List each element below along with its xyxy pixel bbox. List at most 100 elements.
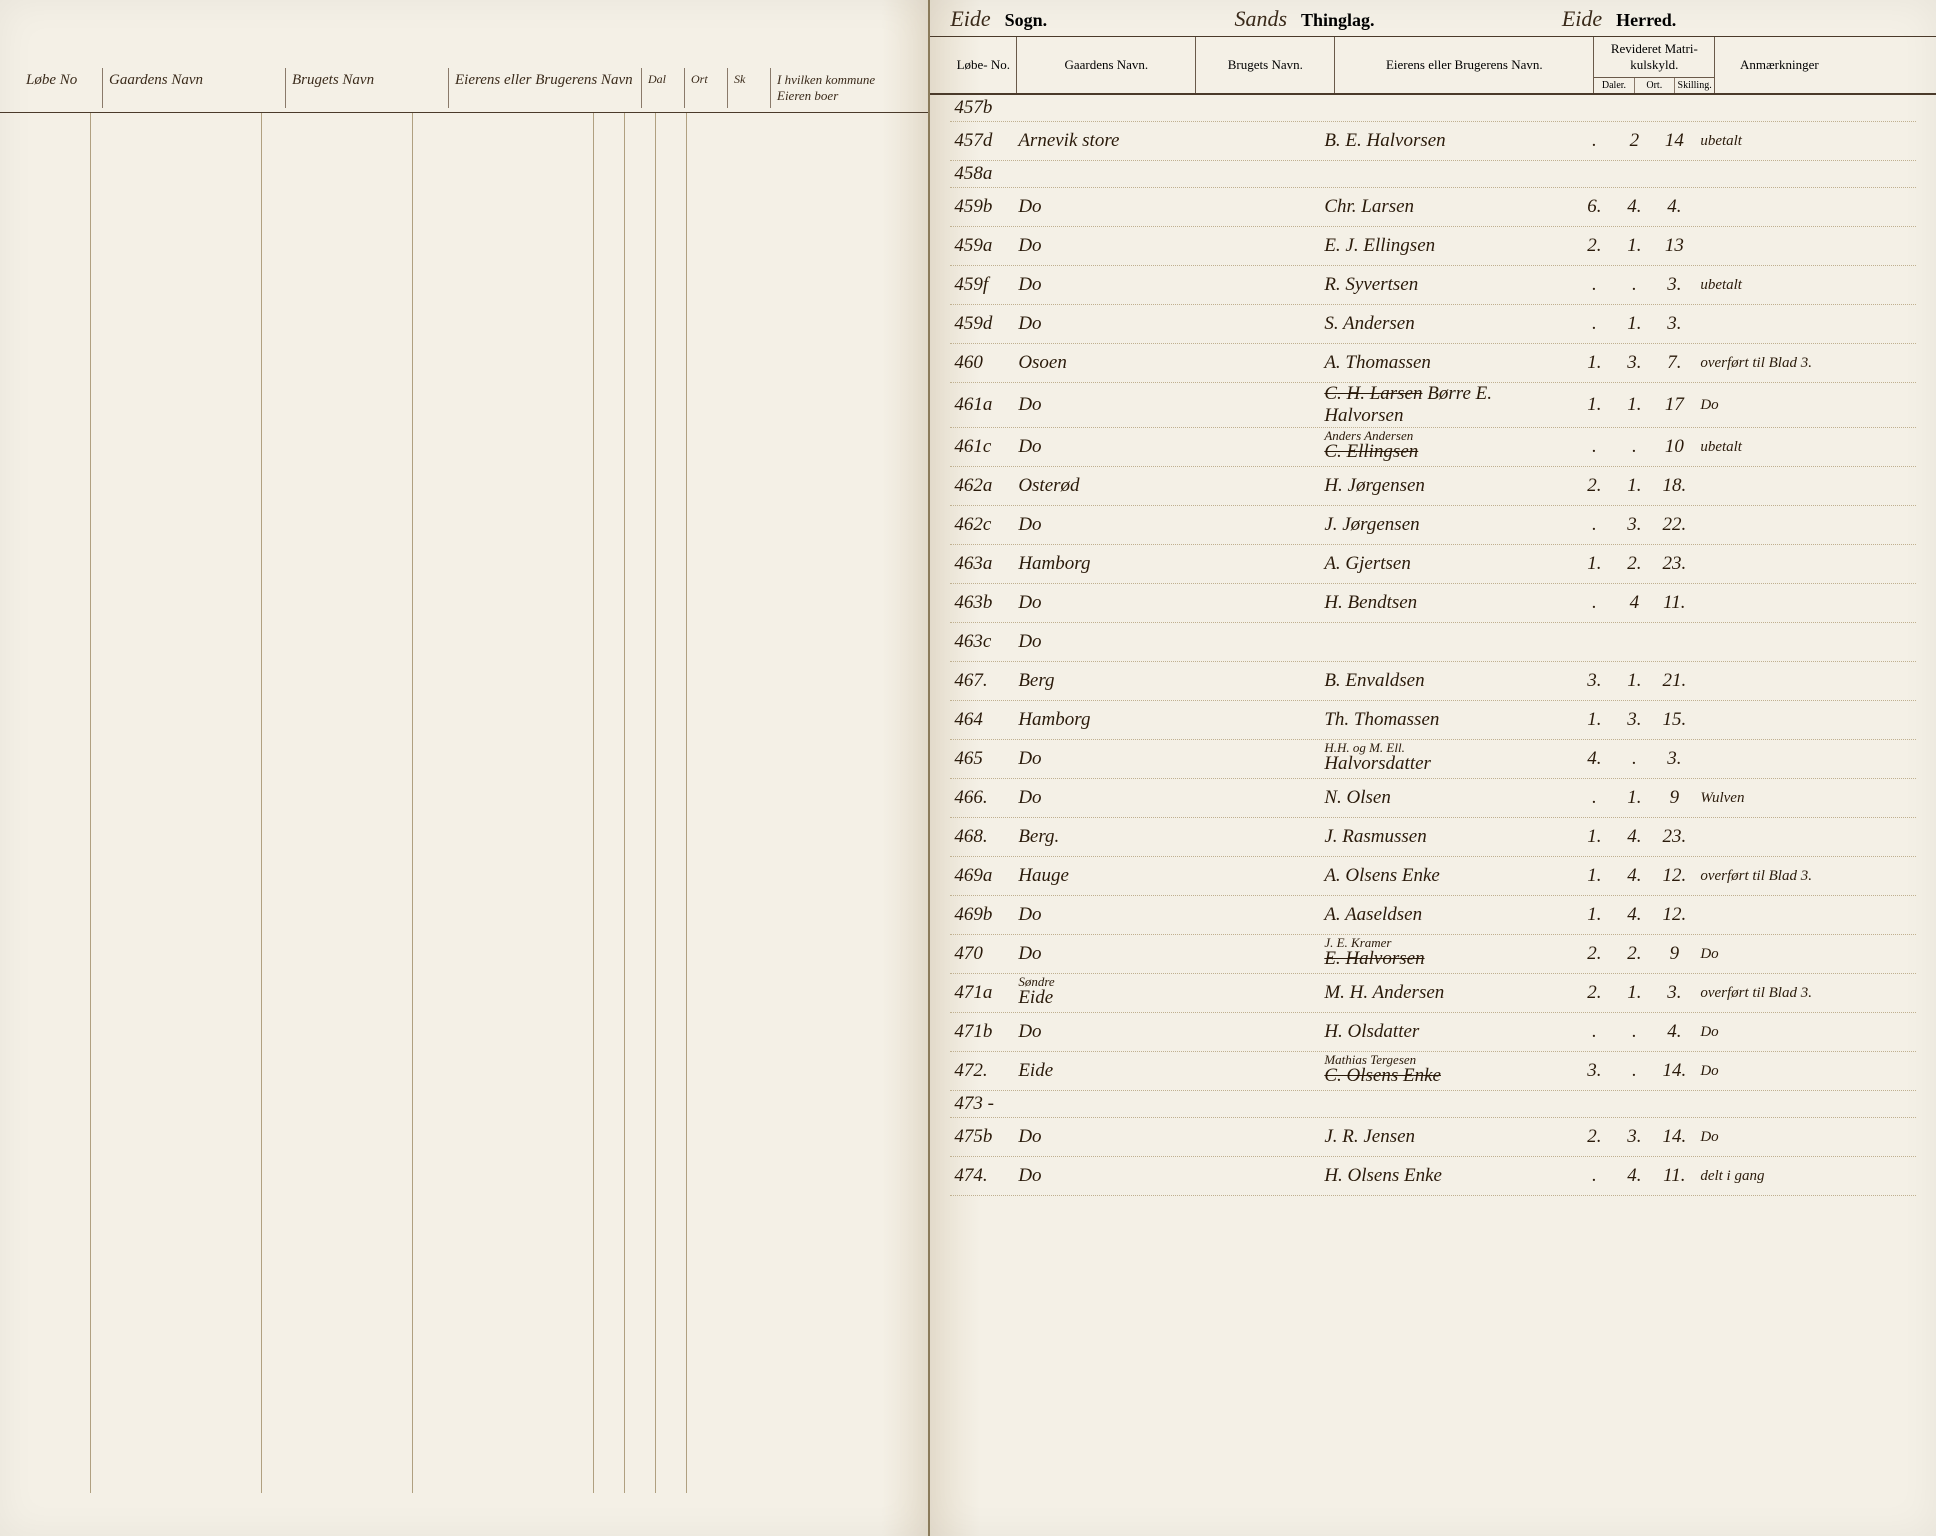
cell-skil: 9 [1654, 787, 1694, 809]
cell-eier: A. Aaseldsen [1318, 904, 1574, 926]
ledger-row: 460OsoenA. Thomassen1.3.7.overført til B… [950, 344, 1916, 383]
col-gaard: Gaardens Navn. [1017, 37, 1196, 93]
cell-lobe: 462c [950, 514, 1012, 536]
cell-ort: 4. [1614, 826, 1654, 848]
cell-eier: J. Jørgensen [1318, 514, 1574, 536]
cell-gaard: Do [1012, 904, 1188, 926]
cell-anm: ubetalt [1694, 133, 1820, 150]
cell-lobe: 475b [950, 1126, 1012, 1148]
cell-gaard: Do [1012, 592, 1188, 614]
page-header: Eide Sogn. Sands Thinglag. Eide Herred. [930, 0, 1936, 37]
ledger-row: 461cDoAnders AndersenC. Ellingsen..10ube… [950, 428, 1916, 467]
cell-gaard: Osterød [1012, 475, 1188, 497]
cell-lobe: 463a [950, 553, 1012, 575]
thinglag-label: Thinglag. [1301, 10, 1375, 31]
cell-ort: 1. [1614, 475, 1654, 497]
cell-gaard: Do [1012, 1126, 1188, 1148]
cell-gaard: Hauge [1012, 865, 1188, 887]
cell-eier: A. Olsens Enke [1318, 865, 1574, 887]
cell-dal: . [1574, 787, 1614, 809]
ledger-row: 475bDoJ. R. Jensen2.3.14.Do [950, 1118, 1916, 1157]
cell-dal: 1. [1574, 352, 1614, 374]
cell-skil: 10 [1654, 436, 1694, 458]
cell-anm: Do [1694, 397, 1820, 414]
cell-skil: 11. [1654, 1165, 1694, 1187]
left-col-brug: Brugets Navn [286, 68, 449, 108]
left-col-sk: Sk [728, 68, 771, 108]
cell-dal: 1. [1574, 865, 1614, 887]
left-col-ort: Ort [685, 68, 728, 108]
ledger-row: 458a [950, 161, 1916, 188]
cell-skil: 3. [1654, 313, 1694, 335]
cell-eier: Anders AndersenC. Ellingsen [1318, 431, 1574, 463]
left-col-eier: Eierens eller Brugerens Navn [449, 68, 642, 108]
cell-lobe: 459a [950, 235, 1012, 257]
ledger-row: 463aHamborgA. Gjertsen1.2.23. [950, 545, 1916, 584]
cell-skil: 23. [1654, 826, 1694, 848]
cell-anm: Do [1694, 946, 1820, 963]
cell-dal: . [1574, 274, 1614, 296]
right-page: Eide Sogn. Sands Thinglag. Eide Herred. … [930, 0, 1936, 1536]
ledger-row: 467.BergB. Envaldsen3.1.21. [950, 662, 1916, 701]
cell-ort: 1. [1614, 982, 1654, 1004]
cell-gaard: Do [1012, 436, 1188, 458]
cell-lobe: 471b [950, 1021, 1012, 1043]
cell-dal: 1. [1574, 904, 1614, 926]
cell-gaard: Do [1012, 748, 1188, 770]
cell-gaard: Berg [1012, 670, 1188, 692]
cell-skil: 3. [1654, 274, 1694, 296]
cell-ort: 4 [1614, 592, 1654, 614]
cell-dal: . [1574, 1021, 1614, 1043]
cell-eier: H. Olsdatter [1318, 1021, 1574, 1043]
cell-eier: H. Jørgensen [1318, 475, 1574, 497]
cell-lobe: 462a [950, 475, 1012, 497]
cell-eier: B. E. Halvorsen [1318, 130, 1574, 152]
cell-anm: overført til Blad 3. [1694, 355, 1820, 372]
cell-anm: Do [1694, 1024, 1820, 1041]
cell-dal: 4. [1574, 748, 1614, 770]
ledger-row: 463cDo [950, 623, 1916, 662]
cell-dal: . [1574, 592, 1614, 614]
cell-dal: 1. [1574, 826, 1614, 848]
col-matrik-group: Revideret Matri- kulskyld. Daler. Ort. S… [1594, 37, 1715, 93]
cell-skil: 17 [1654, 394, 1694, 416]
cell-eier: J. Rasmussen [1318, 826, 1574, 848]
cell-eier: J. R. Jensen [1318, 1126, 1574, 1148]
cell-gaard: Berg. [1012, 826, 1188, 848]
cell-gaard: Do [1012, 943, 1188, 965]
cell-ort: 4. [1614, 904, 1654, 926]
col-lobe: Løbe- No. [950, 37, 1017, 93]
cell-gaard: Do [1012, 1165, 1188, 1187]
cell-dal: 3. [1574, 670, 1614, 692]
cell-skil: 12. [1654, 865, 1694, 887]
cell-dal: 2. [1574, 943, 1614, 965]
cell-gaard: Do [1012, 514, 1188, 536]
cell-gaard: Do [1012, 274, 1188, 296]
cell-eier: Mathias TergesenC. Olsens Enke [1318, 1055, 1574, 1087]
cell-lobe: 465 [950, 748, 1012, 770]
cell-gaard: Eide [1012, 1060, 1188, 1082]
sogn-value: Eide [950, 6, 990, 32]
cell-ort: . [1614, 1021, 1654, 1043]
cell-gaard: Arnevik store [1012, 130, 1188, 152]
ledger-row: 462cDoJ. Jørgensen.3.22. [950, 506, 1916, 545]
cell-ort: . [1614, 748, 1654, 770]
ledger-row: 464HamborgTh. Thomassen1.3.15. [950, 701, 1916, 740]
cell-ort: . [1614, 1060, 1654, 1082]
cell-gaard: Do [1012, 631, 1188, 653]
ledger-row: 469aHaugeA. Olsens Enke1.4.12.overført t… [950, 857, 1916, 896]
sogn-label: Sogn. [1005, 10, 1048, 31]
cell-anm: ubetalt [1694, 439, 1820, 456]
cell-eier: A. Gjertsen [1318, 553, 1574, 575]
cell-eier: J. E. KramerE. Halvorsen [1318, 938, 1574, 970]
ledger-row: 471bDoH. Olsdatter..4.Do [950, 1013, 1916, 1052]
cell-lobe: 468. [950, 826, 1012, 848]
cell-skil: 3. [1654, 748, 1694, 770]
cell-ort: 3. [1614, 709, 1654, 731]
ledger-row: 469bDoA. Aaseldsen1.4.12. [950, 896, 1916, 935]
cell-gaard: Osoen [1012, 352, 1188, 374]
ledger-row: 462aOsterødH. Jørgensen2.1.18. [950, 467, 1916, 506]
cell-dal: 2. [1574, 235, 1614, 257]
cell-lobe: 459f [950, 274, 1012, 296]
cell-ort: 1. [1614, 670, 1654, 692]
